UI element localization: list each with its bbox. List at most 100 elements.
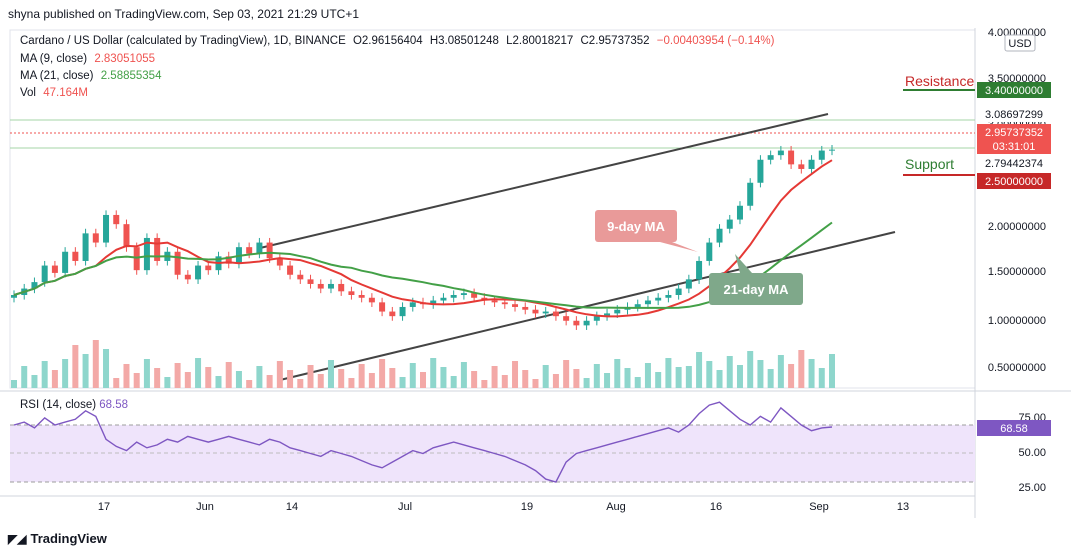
candle-body: [573, 320, 580, 326]
volume-bar: [726, 356, 733, 388]
time-tick-label: 13: [897, 501, 909, 513]
volume-bar: [604, 373, 611, 388]
volume-bar: [614, 359, 621, 388]
candle-body: [113, 214, 120, 225]
currency-box: [1004, 34, 1036, 52]
candle-body: [798, 164, 805, 169]
volume-bar: [164, 377, 171, 388]
candle-body: [757, 159, 764, 183]
candle-body: [225, 256, 232, 264]
volume-bar: [460, 362, 467, 388]
candle-body: [726, 219, 733, 229]
candle-body: [368, 297, 375, 303]
volume-bar: [798, 350, 805, 388]
candle-body: [51, 265, 58, 273]
high-tag-bg: [977, 106, 1051, 122]
volume-bar: [82, 354, 89, 388]
candle-body: [460, 293, 467, 295]
volume-bar: [399, 377, 406, 388]
symbol-title: Cardano / US Dollar (calculated by Tradi…: [20, 35, 346, 47]
time-tick-label: 16: [710, 501, 722, 513]
candle-body: [31, 282, 38, 289]
rsi-value: 68.58: [99, 399, 129, 411]
candle-body: [829, 149, 835, 151]
candle-body: [256, 242, 263, 254]
volume-bar: [706, 361, 713, 388]
ma9-callout-box: [595, 210, 677, 242]
volume-bar: [409, 363, 416, 388]
volume-bar: [317, 374, 324, 388]
ma21-line: [13, 221, 833, 309]
open-value: O2.96156404: [352, 35, 423, 47]
candle-body: [41, 265, 48, 283]
channel-lower-line: [279, 231, 896, 381]
time-tick-label: Aug: [606, 501, 626, 513]
candle-body: [266, 242, 273, 259]
volume-bar: [215, 376, 222, 388]
candle-body: [358, 295, 365, 298]
volume-bar: [246, 380, 253, 388]
low-tag: 2.79442374: [985, 158, 1043, 170]
volume-bar: [675, 367, 682, 388]
candle-body: [307, 279, 314, 284]
last-price-tag: 2.95737352: [985, 127, 1043, 139]
candle-body: [297, 274, 304, 280]
symbol-legend: Cardano / US Dollar (calculated by Tradi…: [20, 35, 778, 47]
ma21-legend: MA (21, close) 2.58855354: [20, 70, 165, 82]
change-value: −0.00403954 (−0.14%): [656, 35, 775, 47]
time-tick-label: Sep: [809, 501, 829, 513]
candle-body: [287, 265, 294, 275]
volume-bar: [184, 372, 191, 388]
candle-body: [747, 182, 754, 206]
currency-label: USD: [1008, 38, 1031, 50]
ma9-legend: MA (9, close) 2.83051055: [20, 53, 159, 65]
price-tick-label: 1.00000000: [988, 315, 1046, 327]
volume-bar: [51, 370, 58, 388]
candle-body: [72, 251, 79, 261]
ma21-label: MA (21, close): [20, 70, 94, 82]
candle-body: [542, 311, 549, 314]
candle-body: [675, 288, 682, 295]
candle-body: [389, 311, 396, 317]
volume-bar: [389, 368, 396, 388]
high-tag: 3.08697299: [985, 109, 1043, 121]
candle-body: [246, 247, 253, 254]
volume-bar: [563, 360, 570, 388]
rsi-value-tag: 68.58: [1000, 423, 1028, 435]
volume-bar: [41, 361, 48, 388]
time-tick-label: 19: [521, 501, 533, 513]
volume-bar: [542, 365, 549, 388]
price-tick-label: 0.50000000: [988, 362, 1046, 374]
candle-body: [767, 155, 774, 160]
volume-bar: [767, 369, 774, 388]
candle-body: [655, 297, 662, 301]
price-tick-label: 2.00000000: [988, 221, 1046, 233]
candle-body: [583, 320, 590, 326]
volume-bar: [103, 349, 110, 388]
volume-bar: [522, 370, 529, 388]
rsi-tick-label: 50.00: [1018, 447, 1046, 459]
publisher-header: shyna published on TradingView.com, Sep …: [8, 7, 360, 21]
volume-bar: [788, 364, 795, 388]
tradingview-logo[interactable]: ◤◢ TradingView: [8, 531, 107, 546]
resistance-tag: 3.40000000: [985, 85, 1043, 97]
candle-body: [512, 304, 519, 307]
candle-body: [716, 228, 723, 243]
candle-body: [409, 302, 416, 307]
volume-bar: [665, 358, 672, 388]
rsi-value-tag-bg: [977, 420, 1051, 436]
candle-body: [103, 214, 110, 243]
ma9-value: 2.83051055: [94, 53, 156, 65]
volume-bar: [11, 380, 17, 388]
last-price-tag-bg: [977, 124, 1051, 140]
volume-bar: [21, 366, 28, 388]
candle-body: [82, 233, 89, 261]
candle-body: [696, 260, 703, 280]
candle-body: [133, 247, 140, 271]
volume-bar: [829, 354, 835, 388]
ma21-callout-box: [709, 273, 803, 305]
ma9-line: [13, 159, 833, 318]
low-value: L2.80018217: [506, 35, 574, 47]
candle-body: [276, 258, 283, 266]
